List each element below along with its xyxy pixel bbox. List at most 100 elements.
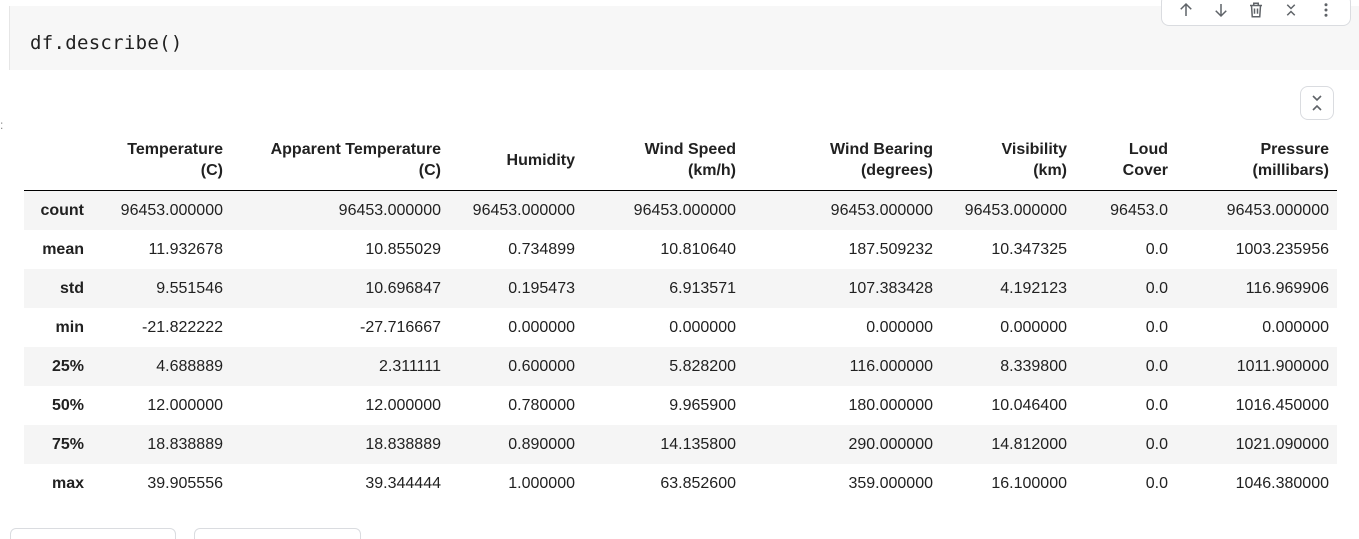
table-cell: 8.339800 xyxy=(1000,357,1067,375)
output-action-button[interactable] xyxy=(194,528,361,539)
row-label: std xyxy=(60,279,84,297)
table-row: min -21.822222 -27.716667 0.000000 0.000000 0… xyxy=(24,308,1337,347)
table-cell: 11.932678 xyxy=(148,240,223,258)
table-cell: 107.383428 xyxy=(848,279,933,297)
column-header: Loud Cover xyxy=(1075,132,1176,191)
collapse-button[interactable] xyxy=(1277,0,1305,23)
more-options-button[interactable] xyxy=(1312,0,1340,23)
row-label: 75% xyxy=(51,435,84,453)
table-cell: 0.000000 xyxy=(508,318,575,336)
table-cell: 1.000000 xyxy=(508,474,575,492)
table-cell: 12.000000 xyxy=(365,396,441,414)
table-cell: 10.347325 xyxy=(991,240,1067,258)
table-cell: 0.0 xyxy=(1145,318,1168,336)
table-cell: 10.046400 xyxy=(991,396,1067,414)
table-cell: 39.344444 xyxy=(365,474,441,492)
index-header xyxy=(24,132,92,191)
code-editor[interactable]: df.describe() xyxy=(30,32,183,54)
move-up-button[interactable] xyxy=(1172,0,1200,23)
table-cell: 0.000000 xyxy=(669,318,736,336)
output-collapse-button[interactable] xyxy=(1300,86,1334,120)
table-cell: 0.0 xyxy=(1145,474,1168,492)
move-up-icon xyxy=(1179,2,1192,16)
delete-button[interactable] xyxy=(1242,0,1270,23)
table-cell: 12.000000 xyxy=(147,396,223,414)
table-row: count 96453.000000 96453.000000 96453.00000… xyxy=(24,190,1337,230)
table-row: max 39.905556 39.344444 1.000000 63.852600 35… xyxy=(24,464,1337,503)
table-cell: 6.913571 xyxy=(669,279,736,297)
table-cell: 180.000000 xyxy=(848,396,933,414)
more-icon xyxy=(1324,3,1328,17)
table-row: 25% 4.688889 2.311111 0.600000 5.828200 116.0… xyxy=(24,347,1337,386)
table-row: mean 11.932678 10.855029 0.734899 10.810640 1… xyxy=(24,230,1337,269)
table-cell: 5.828200 xyxy=(669,357,736,375)
table-cell: 39.905556 xyxy=(147,474,223,492)
table-cell: 0.0 xyxy=(1145,435,1168,453)
row-label: max xyxy=(51,474,84,492)
table-cell: 0.890000 xyxy=(508,435,575,453)
table-cell: 0.195473 xyxy=(508,279,575,297)
table-row: 50% 12.000000 12.000000 0.780000 9.965900 180… xyxy=(24,386,1337,425)
table-cell: 116.969906 xyxy=(1245,279,1329,297)
describe-table: Temperature (C) Apparent Temperature (C) H… xyxy=(24,132,1337,503)
header-row: Temperature (C) Apparent Temperature (C) H… xyxy=(24,132,1337,191)
column-header: Wind Speed (km/h) xyxy=(583,132,744,191)
output-margin-marker: : xyxy=(0,118,4,132)
column-header: Temperature (C) xyxy=(92,132,231,191)
column-header: Wind Bearing (degrees) xyxy=(744,132,941,191)
table-cell: 63.852600 xyxy=(660,474,736,492)
cell-toolbar xyxy=(1161,0,1351,26)
table-cell: 96453.000000 xyxy=(830,201,933,219)
table-row: std 9.551546 10.696847 0.195473 6.913571 107.… xyxy=(24,269,1337,308)
table-cell: 10.810640 xyxy=(660,240,736,258)
table-cell: 0.0 xyxy=(1145,396,1168,414)
table-cell: -27.716667 xyxy=(360,318,441,336)
table-cell: 10.855029 xyxy=(365,240,441,258)
table-cell: 0.0 xyxy=(1145,279,1168,297)
table-cell: 96453.000000 xyxy=(120,201,223,219)
table-cell: 96453.000000 xyxy=(338,201,441,219)
table-cell: 1046.380000 xyxy=(1235,474,1329,492)
table-cell: 96453.000000 xyxy=(1226,201,1329,219)
row-label: mean xyxy=(42,240,84,258)
table-cell: 10.696847 xyxy=(365,279,441,297)
table-cell: 9.965900 xyxy=(669,396,736,414)
delete-icon xyxy=(1249,2,1262,18)
table-cell: 0.000000 xyxy=(1000,318,1067,336)
table-cell: 14.135800 xyxy=(660,435,736,453)
table-cell: 0.0 xyxy=(1145,357,1168,375)
table-cell: 0.734899 xyxy=(508,240,575,258)
table-cell: 2.311111 xyxy=(379,357,441,375)
table-cell: 96453.0 xyxy=(1110,201,1168,219)
table-cell: 9.551546 xyxy=(156,279,223,297)
table-cell: 0.600000 xyxy=(508,357,575,375)
move-down-button[interactable] xyxy=(1207,0,1235,23)
table-cell: 18.838889 xyxy=(365,435,441,453)
move-down-icon xyxy=(1215,4,1227,18)
table-cell: 18.838889 xyxy=(147,435,223,453)
table-body: count 96453.000000 96453.000000 96453.00000… xyxy=(24,190,1337,503)
code-cell[interactable]: df.describe() xyxy=(9,0,1359,70)
row-label: count xyxy=(40,201,84,219)
column-header: Visibility (km) xyxy=(941,132,1075,191)
table-cell: -21.822222 xyxy=(142,318,223,336)
table-cell: 1016.450000 xyxy=(1235,396,1329,414)
table-cell: 116.000000 xyxy=(849,357,933,375)
table-cell: 0.000000 xyxy=(866,318,933,336)
column-header: Pressure (millibars) xyxy=(1176,132,1337,191)
column-header: Apparent Temperature (C) xyxy=(231,132,449,191)
table-cell: 359.000000 xyxy=(848,474,933,492)
table-cell: 1011.900000 xyxy=(1236,357,1329,375)
table-cell: 0.000000 xyxy=(1262,318,1329,336)
collapse-icon xyxy=(1286,4,1296,16)
column-header: Humidity xyxy=(449,132,583,191)
table-cell: 96453.000000 xyxy=(964,201,1067,219)
table-cell: 290.000000 xyxy=(848,435,933,453)
table-cell: 187.509232 xyxy=(848,240,933,258)
table-cell: 96453.000000 xyxy=(633,201,736,219)
output-action-button[interactable] xyxy=(10,528,176,539)
dataframe-output: Temperature (C) Apparent Temperature (C) H… xyxy=(24,132,1337,503)
table-cell: 0.780000 xyxy=(508,396,575,414)
table-cell: 96453.000000 xyxy=(472,201,575,219)
